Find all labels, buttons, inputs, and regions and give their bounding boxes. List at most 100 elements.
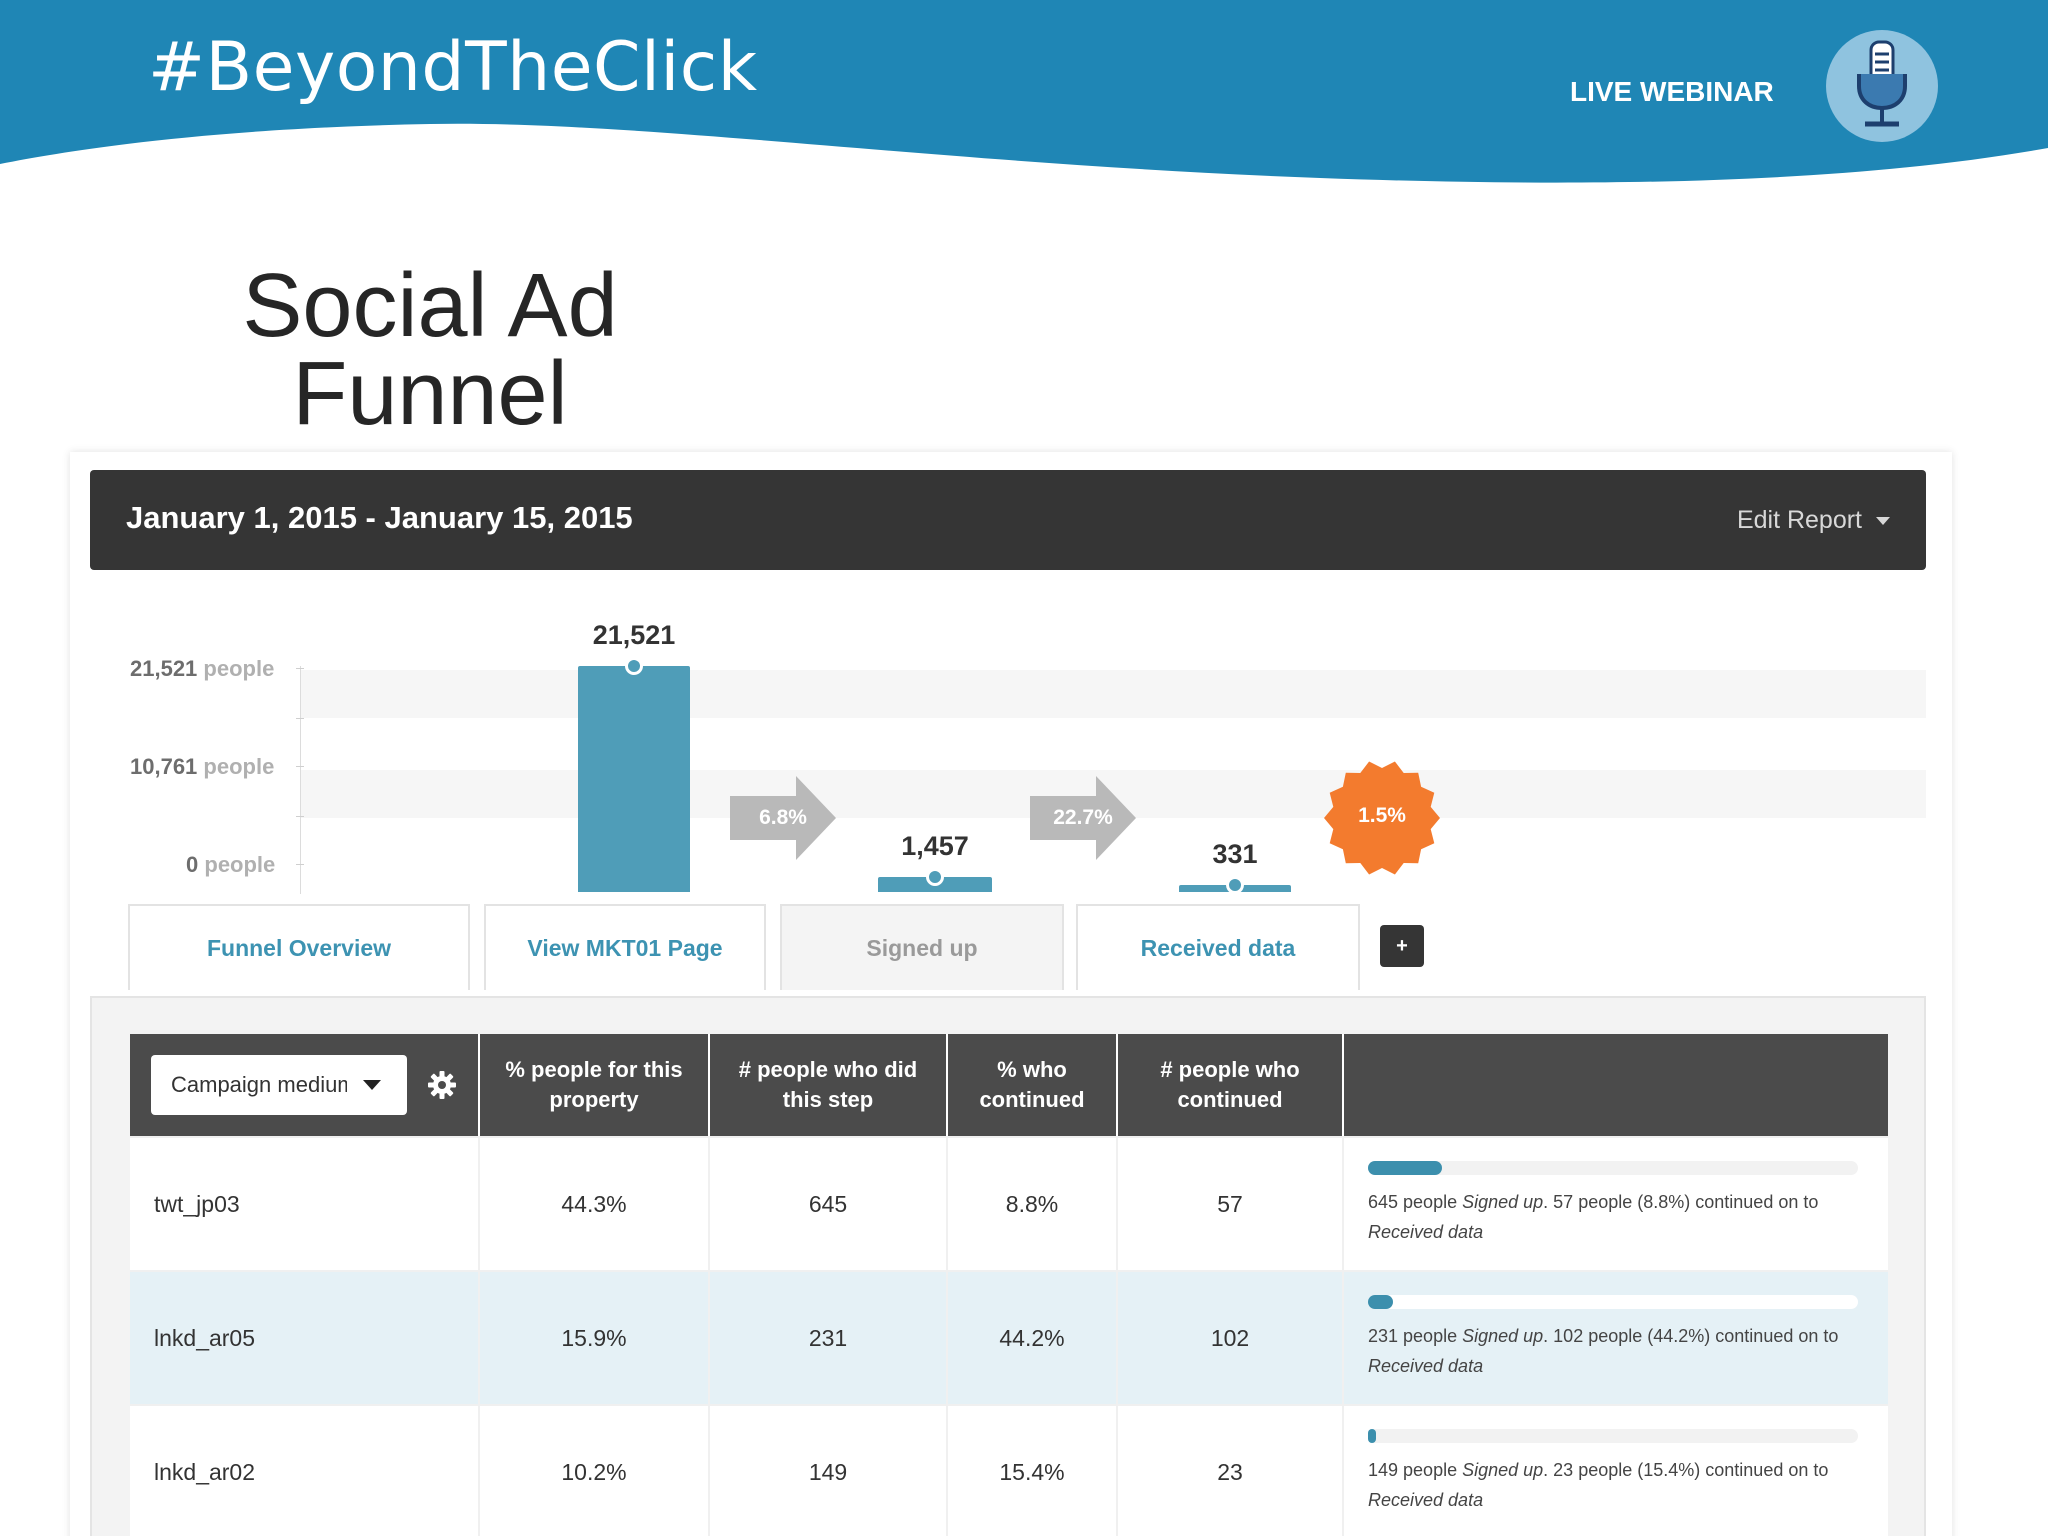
row-name: twt_jp03 [130, 1138, 480, 1270]
y-tick-mark [296, 816, 304, 817]
funnel-bar-value: 1,457 [901, 830, 969, 861]
summary-cell: 645 people Signed up. 57 people (8.8%) c… [1344, 1138, 1888, 1270]
row-name: lnkd_ar02 [130, 1406, 480, 1536]
y-tick-mark [296, 668, 304, 669]
row-summary: 149 people Signed up. 23 people (15.4%) … [1368, 1455, 1868, 1515]
property-select[interactable]: Campaign medium [151, 1055, 407, 1115]
column-header[interactable]: % people for this property [480, 1034, 710, 1136]
mini-bar-fill [1368, 1429, 1376, 1443]
y-tick-mark [296, 864, 304, 865]
pct-continued-cell: 44.2% [948, 1272, 1118, 1404]
summary-step: Signed up [1462, 1192, 1544, 1212]
overall-conversion-rate: 1.5% [1358, 804, 1406, 827]
conversion-arrow-icon [730, 776, 836, 860]
step-conversion-rate: 22.7% [1053, 806, 1113, 829]
caret-down-icon [363, 1080, 381, 1090]
pct-property-cell: 15.9% [480, 1272, 710, 1404]
microphone-icon [1857, 40, 1907, 127]
column-header[interactable]: # people who continued [1118, 1034, 1344, 1136]
add-step-button[interactable]: + [1380, 925, 1424, 967]
summary-target: Received data [1368, 1222, 1484, 1242]
conversion-arrow-icon [1030, 776, 1136, 860]
y-tick-unit: people [203, 754, 275, 779]
summary-target: Received data [1368, 1356, 1484, 1376]
slide-title-line2: Funnel [292, 344, 568, 444]
funnel-bar-step1[interactable] [578, 666, 690, 892]
funnel-bar-marker [625, 657, 643, 675]
summary-text: 645 people [1368, 1192, 1463, 1212]
breakdown-table: Campaign medium % people for this p [130, 1034, 1888, 1536]
funnel-bar-marker [1226, 876, 1244, 894]
summary-target: Received data [1368, 1490, 1484, 1510]
edit-report-label: Edit Report [1736, 506, 1862, 534]
continued-cell: 102 [1118, 1272, 1344, 1404]
summary-step: Signed up [1462, 1326, 1544, 1346]
y-tick-unit: people [204, 852, 276, 877]
slide-title: Social Ad Funnel [180, 256, 680, 444]
summary-text: 149 people [1368, 1460, 1463, 1480]
date-range[interactable]: January 1, 2015 - January 15, 2015 [126, 500, 633, 535]
did-step-cell: 645 [710, 1138, 948, 1270]
mini-bar-fill [1368, 1161, 1442, 1175]
y-tick-value: 0 [186, 852, 199, 877]
funnel-chart: 21,521 people 10,761 people 0 people 21,… [90, 600, 1926, 900]
step-conversion-rate: 6.8% [759, 806, 807, 829]
overall-conversion-badge [1324, 761, 1440, 875]
tab-funnel-overview[interactable]: Funnel Overview [128, 904, 470, 990]
table-row[interactable]: lnkd_ar02 10.2% 149 15.4% 23 149 people … [130, 1404, 1888, 1536]
y-tick-value: 21,521 [130, 656, 198, 681]
summary-text: . 57 people (8.8%) continued on to [1543, 1192, 1819, 1212]
header-banner [0, 0, 2048, 183]
y-tick-mark [296, 766, 304, 767]
continued-cell: 23 [1118, 1406, 1344, 1536]
y-tick-label-zero: 0 people [186, 852, 386, 878]
summary-cell: 231 people Signed up. 102 people (44.2%)… [1344, 1272, 1888, 1404]
continued-cell: 57 [1118, 1138, 1344, 1270]
caret-down-icon [1876, 517, 1890, 526]
row-summary: 645 people Signed up. 57 people (8.8%) c… [1368, 1187, 1868, 1247]
property-header-cell: Campaign medium [130, 1034, 480, 1136]
live-webinar-label: LIVE WEBINAR [1570, 76, 1774, 107]
pct-continued-cell: 15.4% [948, 1406, 1118, 1536]
edit-report-button[interactable]: Edit Report [1737, 506, 1890, 535]
pct-property-cell: 10.2% [480, 1406, 710, 1536]
did-step-cell: 149 [710, 1406, 948, 1536]
webinar-hashtag: #BeyondTheClick [148, 28, 758, 107]
did-step-cell: 231 [710, 1272, 948, 1404]
mini-bar-track [1368, 1161, 1858, 1175]
y-tick-mark [296, 718, 304, 719]
gear-icon[interactable] [427, 1070, 457, 1100]
pct-continued-cell: 8.8% [948, 1138, 1118, 1270]
table-header-row: Campaign medium % people for this p [130, 1034, 1888, 1136]
funnel-bar-marker [926, 867, 944, 886]
column-header[interactable]: % who continued [948, 1034, 1118, 1136]
column-header[interactable]: # people who did this step [710, 1034, 948, 1136]
tab-signed-up[interactable]: Signed up [780, 904, 1064, 990]
row-name: lnkd_ar05 [130, 1272, 480, 1404]
table-row[interactable]: lnkd_ar05 15.9% 231 44.2% 102 231 people… [130, 1270, 1888, 1404]
summary-text: . 23 people (15.4%) continued on to [1543, 1460, 1829, 1480]
y-tick-unit: people [203, 656, 275, 681]
funnel-bar-value: 331 [1212, 839, 1258, 869]
mini-bar-fill [1368, 1295, 1393, 1309]
column-header-empty [1344, 1034, 1888, 1136]
summary-cell: 149 people Signed up. 23 people (15.4%) … [1344, 1406, 1888, 1536]
y-tick-label-max: 21,521 people [130, 656, 330, 682]
mini-bar-track [1368, 1429, 1858, 1443]
mini-bar-track [1368, 1295, 1858, 1309]
summary-text: . 102 people (44.2%) continued on to [1543, 1326, 1839, 1346]
chart-band [300, 670, 1926, 718]
y-tick-value: 10,761 [130, 754, 198, 779]
funnel-bar-value: 21,521 [592, 620, 676, 650]
y-tick-label-mid: 10,761 people [130, 754, 330, 780]
tab-received-data[interactable]: Received data [1076, 904, 1360, 990]
y-axis-line [300, 666, 301, 894]
tab-view-mkt01-page[interactable]: View MKT01 Page [484, 904, 766, 990]
slide-title-line1: Social Ad [242, 256, 618, 356]
report-header-bar: January 1, 2015 - January 15, 2015 Edit … [90, 470, 1926, 570]
summary-text: 231 people [1368, 1326, 1463, 1346]
microphone-badge [1826, 30, 1938, 142]
table-row[interactable]: twt_jp03 44.3% 645 8.8% 57 645 people Si… [130, 1136, 1888, 1270]
property-select-value: Campaign medium [171, 1072, 347, 1097]
summary-step: Signed up [1462, 1460, 1544, 1480]
